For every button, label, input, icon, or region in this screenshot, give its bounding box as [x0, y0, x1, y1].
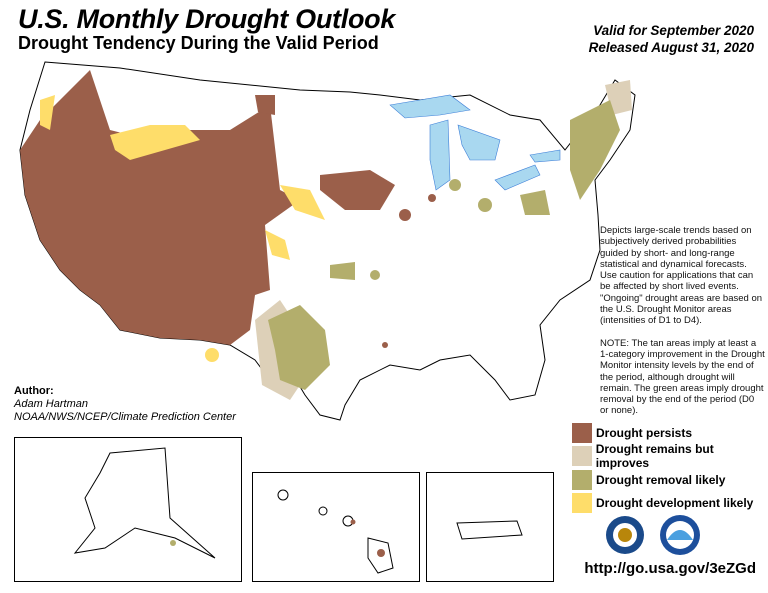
- description: Depicts large-scale trends based on subj…: [600, 225, 765, 417]
- legend-item-persists: Drought persists: [572, 421, 768, 445]
- legend-label: Drought development likely: [596, 496, 754, 511]
- note-text: NOTE: The tan areas imply at least a 1-c…: [600, 337, 765, 417]
- legend-swatch: [572, 422, 592, 443]
- alaska-map: [73, 447, 216, 559]
- legend-swatch: [572, 493, 592, 514]
- valid-period: Valid for September 2020 Released August…: [589, 22, 754, 56]
- hawaii-inset: [252, 472, 420, 582]
- legend: Drought persists Drought remains but imp…: [572, 421, 768, 515]
- info-link[interactable]: http://go.usa.gov/3eZGd: [584, 560, 756, 577]
- map-subtitle: Drought Tendency During the Valid Period: [18, 33, 379, 53]
- legend-swatch: [572, 469, 592, 490]
- drought-removal-areas: [268, 100, 620, 390]
- valid-for: Valid for September 2020: [593, 23, 754, 38]
- author-name: Adam Hartman: [14, 398, 88, 410]
- legend-swatch: [572, 446, 592, 467]
- legend-label: Drought persists: [596, 425, 693, 440]
- legend-label: Drought removal likely: [596, 472, 726, 487]
- legend-label: Drought remains but improves: [595, 442, 714, 471]
- author-block: Author: Adam Hartman NOAA/NWS/NCEP/Clima…: [14, 385, 236, 424]
- legend-item-improves: Drought remains but improves: [572, 442, 768, 471]
- release-date: Released August 31, 2020: [588, 40, 754, 55]
- alaska-inset: [14, 437, 242, 582]
- description-text: Depicts large-scale trends based on subj…: [600, 225, 763, 327]
- drought-development-areas: [40, 95, 325, 362]
- hawaii-map: [277, 489, 394, 574]
- drought-persists-areas: [20, 70, 436, 348]
- legend-item-removal: Drought removal likely: [572, 468, 768, 492]
- great-lakes: [389, 94, 561, 191]
- legend-item-development: Drought development likely: [572, 492, 768, 516]
- author-label: Author:: [14, 385, 54, 397]
- puerto-rico-map: [456, 520, 523, 540]
- puerto-rico-inset: [426, 472, 554, 582]
- map-title: U.S. Monthly Drought Outlook: [18, 4, 396, 34]
- author-org: NOAA/NWS/NCEP/Climate Prediction Center: [14, 411, 236, 423]
